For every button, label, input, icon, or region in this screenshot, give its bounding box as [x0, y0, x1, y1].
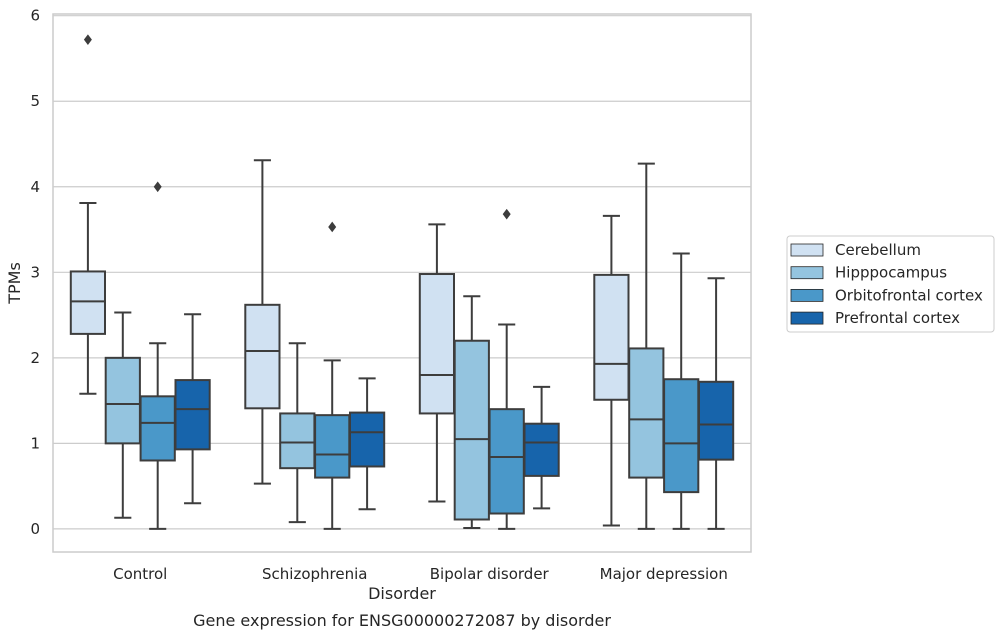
box-cerebellum [593, 214, 630, 527]
outlier-point [328, 221, 337, 233]
box-cerebellum [244, 159, 281, 485]
legend-swatch [790, 288, 824, 302]
box-hipppocampus [279, 342, 316, 524]
iqr-box [523, 422, 560, 477]
box-prefrontal-cortex [174, 313, 211, 505]
outlier-point [83, 34, 92, 45]
y-tick-label: 0 [30, 520, 40, 538]
box-series-layer [69, 34, 735, 530]
iqr-box [348, 411, 386, 468]
legend: Cerebellum Hipppocampus Orbitofrontal cort… [786, 235, 995, 333]
iqr-box [488, 408, 525, 515]
iqr-box [174, 379, 211, 451]
y-tick-label: 4 [30, 178, 40, 196]
x-tick-label: Control [113, 565, 167, 583]
iqr-box [697, 380, 735, 461]
box-prefrontal-cortex [348, 377, 386, 511]
box-cerebellum [69, 34, 107, 395]
iqr-box [418, 273, 456, 415]
iqr-box [279, 412, 316, 470]
y-tick-label: 2 [30, 349, 40, 367]
box-orbitofrontal-cortex [488, 208, 525, 530]
iqr-box [314, 414, 351, 479]
y-tick-label: 6 [30, 7, 40, 25]
outlier-point [502, 208, 511, 220]
iqr-box [453, 339, 490, 521]
x-axis-label: Disorder [368, 584, 436, 603]
legend-swatch [790, 311, 824, 325]
iqr-box [244, 303, 281, 410]
y-axis-ticks: 0 1 2 3 4 5 6 [30, 7, 40, 538]
iqr-box [104, 356, 141, 445]
x-tick-label: Schizophrenia [262, 565, 367, 583]
box-orbitofrontal-cortex [139, 181, 176, 530]
legend-label: Hipppocampus [835, 264, 947, 282]
y-tick-label: 1 [30, 434, 40, 452]
x-axis-ticks: Control Schizophrenia Bipolar disorder Majo… [113, 565, 728, 583]
iqr-box [69, 270, 107, 335]
legend-label: Prefrontal cortex [835, 309, 960, 327]
box-hipppocampus [453, 295, 490, 530]
x-tick-label: Major depression [600, 565, 728, 583]
iqr-box [663, 378, 700, 494]
box-prefrontal-cortex [523, 385, 560, 510]
figure-caption: Gene expression for ENSG00000272087 by d… [193, 611, 611, 630]
box-hipppocampus [628, 162, 665, 530]
outlier-point [153, 181, 162, 193]
box-prefrontal-cortex [697, 277, 735, 530]
legend-label: Orbitofrontal cortex [835, 286, 983, 304]
legend-label: Cerebellum [835, 241, 921, 259]
iqr-box [628, 347, 665, 479]
plot-area-frame [52, 13, 752, 553]
iqr-box [593, 273, 630, 401]
legend-swatch [790, 243, 824, 257]
box-cerebellum [418, 223, 456, 503]
box-hipppocampus [104, 311, 141, 519]
y-axis-label: TPMs [5, 262, 24, 305]
legend-swatch [790, 266, 824, 280]
legend-frame [786, 235, 995, 333]
iqr-box [139, 395, 176, 462]
x-tick-label: Bipolar disorder [430, 565, 550, 583]
y-tick-label: 3 [30, 263, 40, 281]
box-orbitofrontal-cortex [663, 252, 700, 530]
box-orbitofrontal-cortex [314, 221, 351, 530]
y-tick-label: 5 [30, 92, 40, 110]
